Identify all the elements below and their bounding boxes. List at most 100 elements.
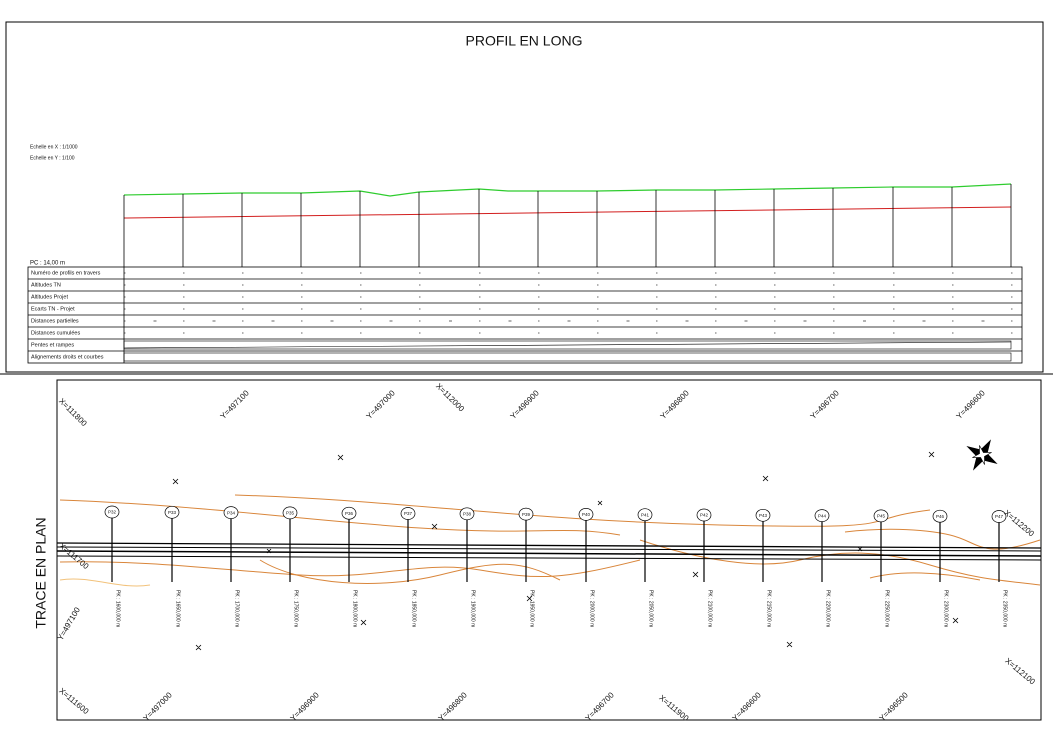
grid-coordinate: X=111900 [657, 693, 690, 723]
station-marker [518, 507, 534, 521]
station-marker [814, 509, 830, 522]
station-pk: PK : 2250,000 m [884, 590, 890, 627]
reference-plane: PC : 14,00 m [30, 261, 65, 267]
contour [59, 578, 151, 587]
plan-frame [56, 379, 1042, 721]
station-label: P38 [463, 511, 472, 516]
table-row-label: Alignements droits et courbes [31, 354, 104, 360]
station-pk: PK : 2000,000 m [589, 590, 595, 627]
station-pk: PK : 2200,000 m [825, 590, 831, 627]
station-label: P39 [522, 512, 531, 517]
station-label: P34 [227, 510, 236, 515]
station-label: P40 [582, 512, 591, 517]
station-label: P46 [936, 514, 945, 519]
grid-coordinate: X=112200 [1002, 508, 1036, 538]
station-marker [991, 510, 1007, 523]
station-marker [341, 506, 357, 520]
station-pk: PK : 1700,000 m [234, 590, 240, 627]
scale-x: Echelle en X : 1/1000 [30, 144, 78, 150]
station-label: P47 [995, 514, 1004, 519]
station-pk: PK : 1600,000 m [115, 590, 121, 627]
grid-coordinate: Y=497100 [56, 605, 82, 642]
road-axis [56, 550, 1042, 557]
table-row-label: Ecarts TN - Projet [31, 306, 75, 312]
station-pk: PK : 1900,000 m [470, 590, 476, 627]
grid-coordinate: X=112000 [434, 382, 466, 414]
station-marker [164, 505, 180, 519]
station-pk: PK : 1800,000 m [352, 590, 358, 627]
band [123, 352, 1012, 362]
station-marker [459, 507, 475, 521]
project-line [123, 206, 1012, 219]
grid-coordinate: Y=496900 [289, 690, 322, 723]
grid-coordinate: X=112100 [1003, 656, 1037, 686]
road-edge [56, 546, 1042, 552]
profile-title: PROFIL EN LONG [466, 33, 583, 49]
station-pk: PK : 2150,000 m [766, 590, 772, 627]
contour [869, 572, 981, 581]
table-row-label: Altitudes Projet [31, 294, 68, 300]
grid-coordinate: X=111600 [57, 686, 90, 716]
grid-coordinate: Y=496700 [584, 690, 617, 723]
station-label: P45 [877, 514, 886, 519]
table-row-label: Numéro de profils en travers [31, 270, 101, 276]
station-label: P37 [404, 511, 413, 516]
grid-coordinate: X=111800 [57, 397, 89, 429]
station-marker [637, 508, 653, 522]
station-pk: PK : 2050,000 m [648, 590, 654, 627]
station-marker [104, 505, 120, 519]
station-marker [578, 508, 594, 521]
station-pk: PK : 2300,000 m [943, 590, 949, 627]
terrain-line [123, 183, 1012, 197]
profile-frame [5, 21, 1044, 373]
contour [59, 559, 641, 578]
station-label: P42 [700, 513, 709, 518]
contours [59, 494, 1041, 587]
road [56, 542, 1042, 561]
band [123, 340, 1012, 350]
road-edge [56, 555, 1042, 561]
road-edge [56, 542, 1042, 549]
station-pk: PK : 1650,000 m [175, 590, 181, 627]
compass [972, 445, 992, 465]
slope-line [123, 341, 1012, 349]
station-marker [400, 507, 416, 520]
grid-coordinate: Y=496600 [955, 388, 988, 421]
station-label: P36 [345, 511, 354, 516]
station-pk: PK : 1950,000 m [529, 590, 535, 627]
station-label: P44 [818, 513, 827, 518]
station-label: P32 [108, 510, 117, 515]
station-pk: PK : 1750,000 m [293, 590, 299, 627]
contour [259, 559, 561, 584]
table-row-label: Pentes et rampes [31, 342, 74, 348]
scale-y: Echelle en Y : 1/100 [30, 155, 75, 161]
grid-coordinate: Y=496800 [659, 388, 692, 421]
grid-coordinate: Y=496500 [878, 690, 911, 723]
grid-coordinate: Y=497100 [219, 388, 252, 421]
survey-point [172, 451, 959, 651]
contour [639, 539, 1041, 586]
grid-coordinate: Y=496700 [809, 388, 842, 421]
station-marker [223, 506, 239, 519]
station-pk: PK : 1850,000 m [411, 590, 417, 627]
station-marker [932, 509, 948, 523]
station-marker [755, 508, 771, 522]
station-label: P43 [759, 513, 768, 518]
grid-coordinate: Y=496900 [509, 388, 542, 421]
north-arrow [966, 439, 998, 471]
grid-coordinate: Y=496800 [437, 690, 470, 723]
station-marker [282, 506, 298, 520]
grid-coordinate: Y=497000 [365, 388, 398, 421]
points [172, 451, 959, 651]
station-marker [873, 509, 889, 523]
station-pk: PK : 2100,000 m [707, 590, 713, 627]
table-row-label: Distances cumulées [31, 330, 80, 336]
table-row-label: Altitudes TN [31, 282, 61, 288]
contour [59, 499, 621, 536]
grid-coordinate: Y=497000 [142, 690, 175, 723]
station-label: P33 [168, 510, 177, 515]
station-label: P41 [641, 512, 650, 517]
plan-title: TRACE EN PLAN [33, 517, 49, 628]
station-marker [696, 508, 712, 522]
